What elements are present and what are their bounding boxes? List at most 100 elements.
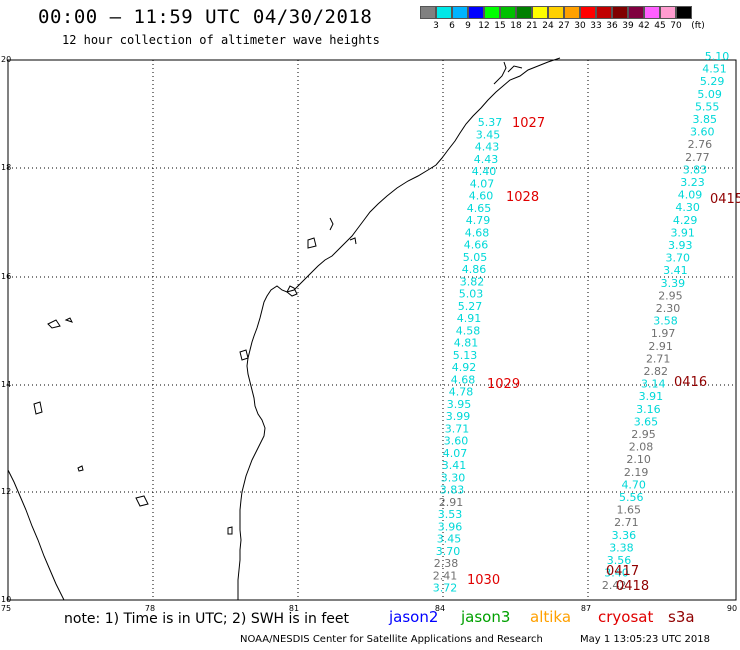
wave-height-value: 5.55 [695, 100, 720, 113]
legend-label: 15 [494, 21, 506, 31]
wave-height-value: 4.29 [673, 214, 698, 227]
wave-height-value: 4.68 [465, 226, 490, 239]
legend-label: 24 [542, 21, 554, 31]
wave-height-value: 2.91 [648, 340, 673, 353]
wave-height-value: 3.65 [634, 415, 659, 428]
wave-height-value: 3.36 [612, 529, 637, 542]
wave-height-value: 3.41 [442, 459, 467, 472]
wave-height-value: 4.79 [466, 214, 491, 227]
legend-label: 9 [465, 21, 471, 31]
latitude-tick-label: 12 [1, 487, 11, 496]
wave-height-value: 3.70 [666, 252, 691, 265]
wave-height-value: 3.60 [444, 435, 469, 448]
longitude-tick-label: 84 [435, 604, 445, 613]
pass-time-label: 1028 [506, 190, 539, 205]
legend-label: 70 [670, 21, 682, 31]
legend-swatch [612, 6, 628, 19]
coastline [7, 57, 561, 601]
legend-label: 27 [558, 21, 570, 31]
wave-height-value: 4.43 [475, 141, 500, 154]
wave-height-value: 3.99 [446, 410, 471, 423]
legend-label: 33 [590, 21, 602, 31]
wave-height-value: 3.85 [693, 113, 718, 126]
wave-height-value: 5.56 [619, 491, 644, 504]
wave-height-value: 2.10 [626, 453, 651, 466]
generation-date: May 1 13:05:23 UTC 2018 [580, 634, 710, 645]
legend-swatch [628, 6, 644, 19]
color-legend: 3 6 9 12 15 18 21 24 27 30 33 36 39 42 45 70 (ft) [420, 6, 740, 31]
legend-swatch [468, 6, 484, 19]
wave-height-value: 3.60 [690, 126, 715, 139]
wave-height-value: 1.97 [651, 327, 676, 340]
wave-height-value: 4.81 [454, 337, 479, 350]
wave-height-value: 2.71 [646, 352, 671, 365]
wave-height-value: 3.91 [639, 390, 664, 403]
longitude-tick-label: 75 [1, 604, 11, 613]
longitude-tick-label: 90 [727, 604, 737, 613]
longitude-tick-label: 78 [145, 604, 155, 613]
legend-label: 39 [622, 21, 634, 31]
wave-height-value: 3.72 [433, 582, 458, 595]
wave-height-value: 5.05 [463, 251, 488, 264]
wave-height-value: 2.91 [439, 496, 464, 509]
latitude-tick-label: 20 [1, 55, 11, 64]
legend-swatch [532, 6, 548, 19]
wave-height-value: 5.03 [459, 288, 484, 301]
wave-height-value: 2.71 [614, 516, 639, 529]
wave-height-value: 2.42 [602, 579, 627, 592]
legend-swatch [516, 6, 532, 19]
legend-label: (ft) [691, 21, 705, 31]
wave-height-value: 3.82 [460, 275, 485, 288]
satellite-label-altika: altika [530, 608, 572, 626]
pass-time-label: 0416 [674, 375, 707, 390]
satellite-label-jason2: jason2 [389, 608, 439, 626]
legend-swatch [644, 6, 660, 19]
legend-swatch [436, 6, 452, 19]
wave-height-value: 4.86 [462, 263, 487, 276]
map-grid [8, 60, 736, 600]
wave-height-value: 4.78 [449, 386, 474, 399]
satellite-label-jason3: jason3 [461, 608, 511, 626]
wave-height-value: 2.30 [656, 302, 681, 315]
wave-height-value: 5.29 [700, 75, 725, 88]
wave-height-value: 4.51 [702, 63, 727, 76]
pass-time-label: 0417 [606, 564, 639, 579]
pass-time-label: 0418 [616, 579, 649, 594]
legend-swatch [660, 6, 676, 19]
legend-label: 36 [606, 21, 618, 31]
pass-time-label: 1030 [467, 573, 500, 588]
wave-height-value: 2.08 [629, 441, 654, 454]
legend-label: 30 [574, 21, 586, 31]
legend-swatch [452, 6, 468, 19]
wave-height-value: 2.95 [658, 289, 683, 302]
latitude-tick-label: 10 [1, 595, 11, 604]
wave-height-value: 5.10 [705, 50, 730, 63]
wave-height-value: 4.07 [443, 447, 468, 460]
legend-swatch [564, 6, 580, 19]
satellite-label-s3a: s3a [668, 608, 695, 626]
latitude-tick-label: 16 [1, 272, 11, 281]
pass-time-label: 1029 [487, 377, 520, 392]
wave-height-value: 3.39 [661, 277, 686, 290]
wave-height-value: 4.58 [456, 324, 481, 337]
wave-height-value: 3.23 [680, 176, 705, 189]
wave-height-value: 5.13 [453, 349, 478, 362]
wave-height-value: 3.56 [607, 554, 632, 567]
legend-swatch [548, 6, 564, 19]
latitude-tick-label: 14 [1, 380, 11, 389]
wave-height-value: 3.91 [670, 226, 695, 239]
wave-height-value: 4.09 [678, 189, 703, 202]
altimeter-track-east: 5.104.515.295.095.553.853.602.762.773.83… [602, 50, 729, 592]
axis-tick-labels: 75 78 81 84 87 90 20 18 16 14 12 10 [1, 55, 737, 613]
wave-height-value: 3.30 [441, 471, 466, 484]
wave-height-value: 4.07 [470, 177, 495, 190]
wave-height-value: 2.82 [644, 365, 669, 378]
wave-height-value: 2.77 [685, 151, 710, 164]
longitude-tick-label: 87 [581, 604, 591, 613]
wave-height-value: 2.38 [434, 557, 459, 570]
footer-note: note: 1) Time is in UTC; 2) SWH is in fe… [64, 611, 350, 627]
wave-height-value: 4.91 [457, 312, 482, 325]
wave-height-value: 4.30 [675, 201, 700, 214]
wave-height-value: 3.70 [436, 545, 461, 558]
altimeter-track-west: 5.373.454.434.434.404.074.604.654.794.68… [433, 116, 503, 595]
